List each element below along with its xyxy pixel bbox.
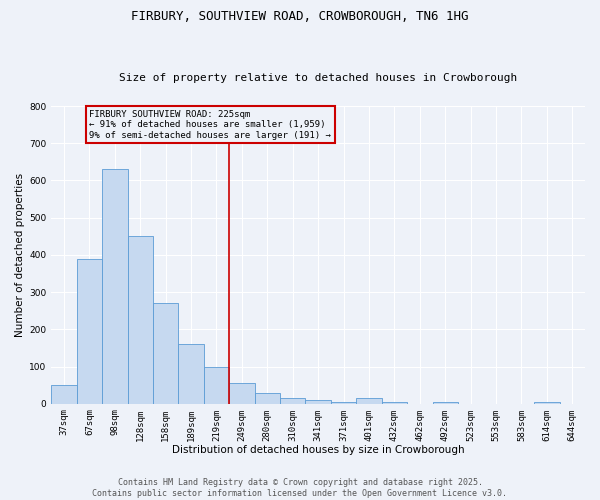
Y-axis label: Number of detached properties: Number of detached properties — [15, 173, 25, 337]
Bar — [433, 402, 458, 404]
Bar — [178, 344, 204, 404]
Bar — [382, 402, 407, 404]
Bar — [102, 170, 128, 404]
Bar — [77, 258, 102, 404]
Title: Size of property relative to detached houses in Crowborough: Size of property relative to detached ho… — [119, 73, 517, 83]
Bar — [229, 384, 254, 404]
Bar — [280, 398, 305, 404]
Text: FIRBURY SOUTHVIEW ROAD: 225sqm
← 91% of detached houses are smaller (1,959)
9% o: FIRBURY SOUTHVIEW ROAD: 225sqm ← 91% of … — [89, 110, 331, 140]
Bar — [534, 402, 560, 404]
Bar — [128, 236, 153, 404]
Bar — [254, 392, 280, 404]
Bar — [153, 303, 178, 404]
Text: Contains HM Land Registry data © Crown copyright and database right 2025.
Contai: Contains HM Land Registry data © Crown c… — [92, 478, 508, 498]
Bar — [331, 402, 356, 404]
Bar — [51, 385, 77, 404]
X-axis label: Distribution of detached houses by size in Crowborough: Distribution of detached houses by size … — [172, 445, 464, 455]
Bar — [204, 366, 229, 404]
Text: FIRBURY, SOUTHVIEW ROAD, CROWBOROUGH, TN6 1HG: FIRBURY, SOUTHVIEW ROAD, CROWBOROUGH, TN… — [131, 10, 469, 23]
Bar — [305, 400, 331, 404]
Bar — [356, 398, 382, 404]
